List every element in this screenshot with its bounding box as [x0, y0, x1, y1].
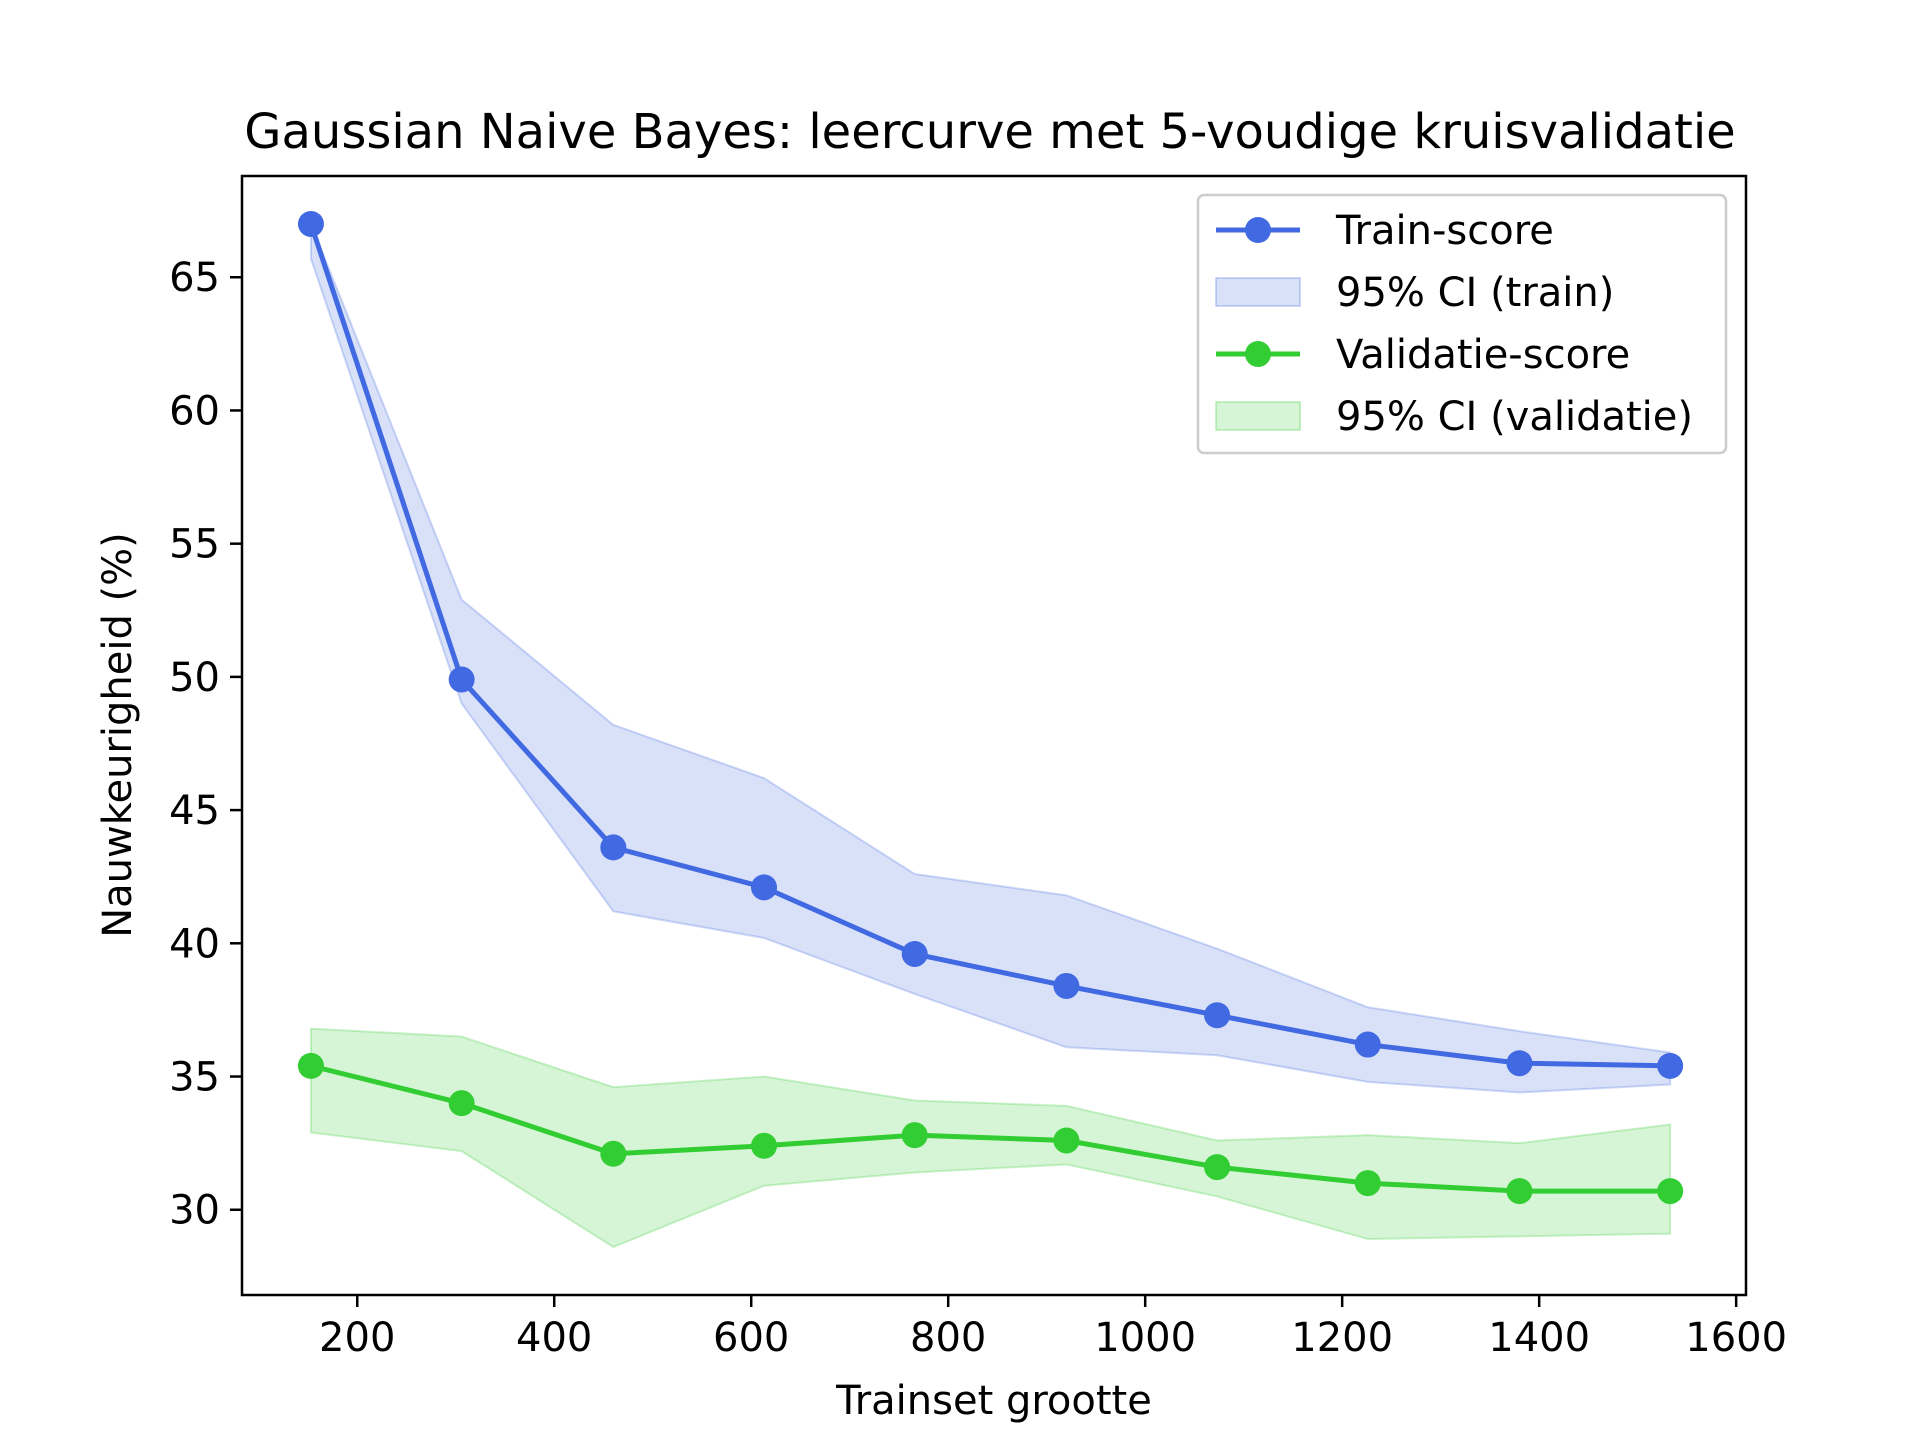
data-point-train-score [1354, 1031, 1381, 1058]
chart-title: Gaussian Naive Bayes: leercurve met 5-vo… [244, 104, 1735, 160]
data-point-train-score [1506, 1050, 1533, 1077]
data-point-validatie-score [600, 1140, 627, 1167]
legend-label-train-score: Train-score [1335, 208, 1554, 254]
data-point-validatie-score [448, 1090, 475, 1117]
legend-label-95-ci-train: 95% CI (train) [1336, 270, 1614, 316]
y-tick-label: 65 [169, 255, 220, 301]
data-point-validatie-score [1053, 1127, 1080, 1154]
data-point-validatie-score [1354, 1170, 1381, 1197]
x-axis-label: Trainset grootte [835, 1378, 1152, 1424]
series-points [297, 210, 1684, 1205]
x-tick-label: 400 [516, 1315, 592, 1361]
y-tick-label: 30 [169, 1188, 220, 1234]
x-axis-ticks: 200 400 600 800 1000 1200 1400 1600 [319, 1295, 1787, 1361]
x-tick-label: 1000 [1094, 1315, 1196, 1361]
y-tick-label: 60 [169, 388, 220, 434]
data-point-validatie-score [1506, 1178, 1533, 1205]
legend-marker-train-score [1245, 217, 1271, 243]
data-point-train-score [448, 666, 475, 693]
data-point-train-score [600, 834, 627, 861]
y-tick-label: 55 [169, 522, 220, 568]
legend-swatch-95-ci-train [1215, 277, 1301, 307]
data-point-train-score [1657, 1052, 1684, 1079]
series-line-train-score [308, 223, 1671, 1069]
legend-swatch-95-ci-validatie [1215, 401, 1301, 431]
data-point-train-score [901, 940, 928, 967]
data-point-train-score [1053, 972, 1080, 999]
data-point-train-score [297, 210, 324, 237]
legend-label-validatie-score: Validatie-score [1336, 332, 1630, 378]
x-tick-label: 200 [319, 1315, 395, 1361]
y-tick-label: 50 [169, 655, 220, 701]
legend: Train-score 95% CI (train) Validatie-score… [1196, 193, 1728, 455]
data-point-train-score [1204, 1002, 1231, 1029]
legend-label-95-ci-validatie: 95% CI (validatie) [1336, 394, 1693, 440]
y-tick-label: 45 [169, 788, 220, 834]
x-tick-label: 1200 [1291, 1315, 1393, 1361]
data-point-validatie-score [297, 1052, 324, 1079]
x-tick-label: 1400 [1488, 1315, 1590, 1361]
plot-frame [240, 174, 1748, 1297]
x-tick-label: 600 [713, 1315, 789, 1361]
data-point-validatie-score [1204, 1154, 1231, 1181]
data-point-validatie-score [901, 1122, 928, 1149]
data-point-train-score [751, 874, 778, 901]
y-axis-label: Nauwkeurigheid (%) [95, 532, 141, 938]
series-lines [308, 223, 1671, 1194]
data-point-validatie-score [1657, 1178, 1684, 1205]
data-point-validatie-score [751, 1132, 778, 1159]
legend-box [1196, 193, 1728, 455]
ci-band-train-score [309, 223, 1672, 1094]
legend-marker-validatie-score [1245, 341, 1271, 367]
y-tick-label: 40 [169, 921, 220, 967]
x-tick-label: 800 [910, 1315, 986, 1361]
y-axis-ticks: 30 35 40 45 50 55 60 65 [169, 255, 242, 1234]
series-line-validatie-score [310, 1063, 1671, 1194]
x-tick-label: 1600 [1685, 1315, 1787, 1361]
y-tick-label: 35 [169, 1055, 220, 1101]
